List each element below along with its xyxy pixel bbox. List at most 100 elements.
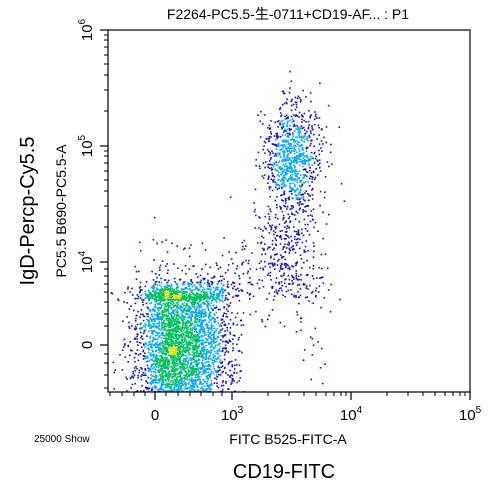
event-point — [228, 251, 230, 253]
event-point — [206, 385, 209, 388]
event-point — [276, 196, 278, 198]
event-point — [329, 151, 332, 154]
event-point — [203, 303, 206, 305]
event-point — [191, 333, 194, 335]
event-point — [274, 163, 276, 166]
event-point — [172, 290, 175, 292]
event-point — [298, 150, 301, 152]
event-point — [188, 343, 190, 346]
event-point — [159, 301, 161, 304]
event-point — [271, 262, 274, 265]
event-point — [160, 357, 163, 359]
event-point — [193, 303, 196, 305]
event-point — [153, 323, 156, 325]
event-point — [249, 293, 252, 295]
event-point — [175, 323, 178, 325]
event-point — [186, 330, 188, 332]
event-point — [236, 381, 239, 384]
event-point — [220, 318, 223, 321]
event-point — [255, 164, 257, 167]
event-point — [147, 345, 149, 347]
event-point — [301, 184, 304, 186]
event-point — [152, 381, 154, 383]
event-point — [174, 299, 176, 301]
event-point — [193, 359, 196, 361]
event-point — [166, 286, 169, 289]
event-point — [272, 143, 274, 145]
event-point — [219, 345, 222, 348]
event-point — [201, 335, 204, 337]
event-point — [194, 331, 196, 333]
event-point — [294, 172, 296, 174]
x-tick-label: 103 — [221, 405, 244, 424]
event-point — [161, 358, 164, 361]
event-point — [177, 354, 179, 356]
event-point — [166, 358, 168, 360]
event-point — [268, 128, 271, 130]
event-point — [292, 276, 295, 278]
event-point — [169, 385, 171, 388]
event-point — [211, 334, 213, 337]
event-point — [278, 184, 280, 187]
event-point — [214, 321, 216, 323]
event-point — [185, 360, 187, 362]
event-point — [196, 293, 198, 295]
event-point — [313, 226, 315, 229]
event-point — [114, 369, 117, 371]
event-point — [293, 178, 296, 180]
event-point — [270, 157, 272, 159]
event-point — [281, 183, 283, 186]
event-point — [294, 165, 296, 168]
event-point — [183, 315, 185, 318]
event-point — [291, 276, 294, 278]
event-point — [175, 357, 178, 359]
event-point — [160, 295, 162, 297]
event-point — [164, 279, 166, 281]
event-point — [279, 136, 282, 138]
event-point — [189, 332, 191, 334]
event-point — [282, 123, 285, 125]
event-point — [183, 295, 186, 298]
event-point — [313, 151, 316, 154]
event-point — [206, 291, 208, 294]
event-point — [169, 387, 171, 390]
event-point — [200, 290, 202, 293]
event-point — [143, 344, 145, 346]
event-point — [152, 286, 154, 288]
event-point — [276, 152, 279, 155]
event-point — [290, 235, 292, 238]
event-point — [210, 322, 213, 324]
event-point — [314, 123, 316, 126]
event-point — [208, 343, 210, 345]
event-point — [299, 201, 302, 203]
event-point — [292, 182, 294, 184]
event-point — [305, 285, 308, 287]
event-point — [280, 275, 282, 277]
event-point — [322, 276, 324, 279]
event-point — [165, 346, 167, 349]
event-point — [169, 306, 171, 308]
event-point — [270, 227, 273, 229]
event-point — [199, 304, 201, 307]
event-point — [173, 320, 176, 323]
event-point — [275, 244, 278, 246]
event-point — [239, 370, 242, 373]
event-point — [201, 365, 204, 367]
event-point — [176, 369, 179, 371]
event-point — [219, 369, 221, 371]
event-point — [151, 330, 153, 332]
event-point — [144, 323, 146, 325]
event-point — [195, 318, 198, 321]
event-point — [201, 324, 203, 327]
event-point — [135, 314, 138, 317]
event-point — [149, 382, 151, 384]
event-point — [178, 320, 180, 323]
event-point — [132, 372, 135, 375]
event-point — [157, 358, 160, 361]
event-point — [215, 305, 218, 308]
event-point — [301, 241, 304, 244]
event-point — [224, 344, 227, 347]
event-point — [153, 216, 156, 219]
event-point — [187, 296, 190, 299]
event-point — [238, 290, 240, 292]
